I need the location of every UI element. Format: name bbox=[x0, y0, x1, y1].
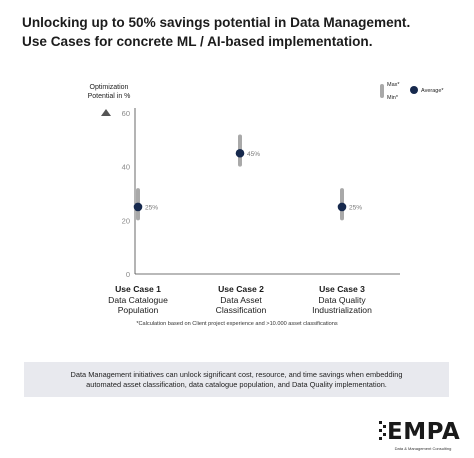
logo-tagline: Data & Management Consulting bbox=[394, 446, 452, 451]
average-marker-2 bbox=[235, 148, 245, 158]
legend-min-label: Min* bbox=[387, 95, 399, 101]
category-caption-1: Use Case 1 Data Catalogue Population bbox=[83, 284, 193, 316]
y-axis-label-line-2: Potential in % bbox=[88, 93, 131, 100]
y-axis-arrow-icon bbox=[101, 109, 111, 116]
category-line-3b: Industrialization bbox=[312, 305, 372, 315]
title-line-1: Unlocking up to 50% savings potential in… bbox=[22, 15, 411, 30]
category-heading-2: Use Case 2 bbox=[218, 284, 264, 294]
category-line-2a: Data Asset bbox=[220, 294, 262, 305]
legend-range-bar-swatch bbox=[380, 84, 384, 98]
category-line-2b: Classification bbox=[215, 305, 267, 315]
data-label-2: 45% bbox=[247, 151, 260, 158]
info-line-2: automated asset classification, data cat… bbox=[86, 379, 387, 389]
y-axis-label-line-1: Optimization bbox=[90, 84, 129, 91]
empa-logo: EMPA Data & Management Consulting bbox=[379, 419, 461, 453]
page-title: Unlocking up to 50% savings potential in… bbox=[22, 13, 462, 51]
category-heading-3: Use Case 3 bbox=[319, 284, 365, 294]
logo-wordmark: EMPA bbox=[387, 419, 461, 445]
average-marker-3 bbox=[337, 202, 347, 212]
category-line-1a: Data Catalogue bbox=[108, 294, 168, 305]
category-heading-1: Use Case 1 bbox=[115, 284, 161, 294]
average-marker-1 bbox=[133, 202, 143, 212]
y-tick-label-0: 0 bbox=[126, 270, 130, 279]
logo-mark-icon bbox=[379, 421, 386, 440]
category-line-1b: Population bbox=[117, 305, 159, 315]
data-label-1: 25% bbox=[145, 204, 158, 211]
info-line-1: Data Management initiatives can unlock s… bbox=[70, 369, 403, 379]
optimization-chart: Optimization Potential in % 0 20 40 60 25% 4… bbox=[88, 82, 445, 279]
legend-average-marker bbox=[410, 86, 418, 94]
y-tick-label-2: 40 bbox=[122, 163, 130, 172]
category-caption-2: Use Case 2 Data Asset Classification bbox=[186, 284, 296, 316]
y-tick-label-1: 20 bbox=[122, 216, 130, 225]
category-line-3a: Data Quality bbox=[318, 294, 366, 305]
y-tick-label-3: 60 bbox=[122, 109, 130, 118]
category-caption-3: Use Case 3 Data Quality Industrializatio… bbox=[287, 284, 397, 316]
data-label-3: 25% bbox=[349, 204, 362, 211]
legend-max-label: Max* bbox=[387, 82, 400, 88]
legend-average-label: Average* bbox=[421, 88, 444, 94]
footnote: *Calculation based on Client project exp… bbox=[136, 321, 338, 327]
title-line-2: Use Cases for concrete ML / AI-based imp… bbox=[22, 34, 373, 49]
info-box: Data Management initiatives can unlock s… bbox=[24, 362, 449, 397]
legend: Max* Min* Average* bbox=[380, 82, 444, 101]
